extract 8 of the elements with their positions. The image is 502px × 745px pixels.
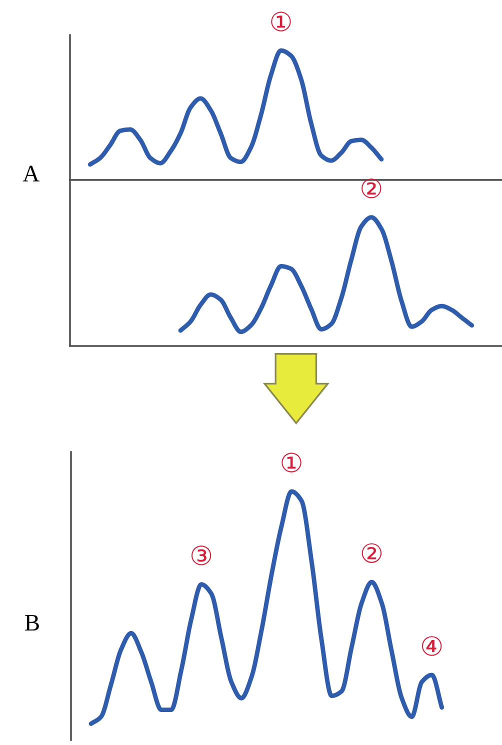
annotation: ② xyxy=(362,543,382,563)
annotation: ② xyxy=(362,178,382,198)
annotation: ① xyxy=(271,12,291,32)
y-axis-title: B xyxy=(25,615,39,631)
annotation: ④ xyxy=(422,636,442,656)
annotation: ③ xyxy=(191,546,212,566)
annotation: ① xyxy=(282,452,302,472)
y-axis-title: A xyxy=(22,166,40,182)
